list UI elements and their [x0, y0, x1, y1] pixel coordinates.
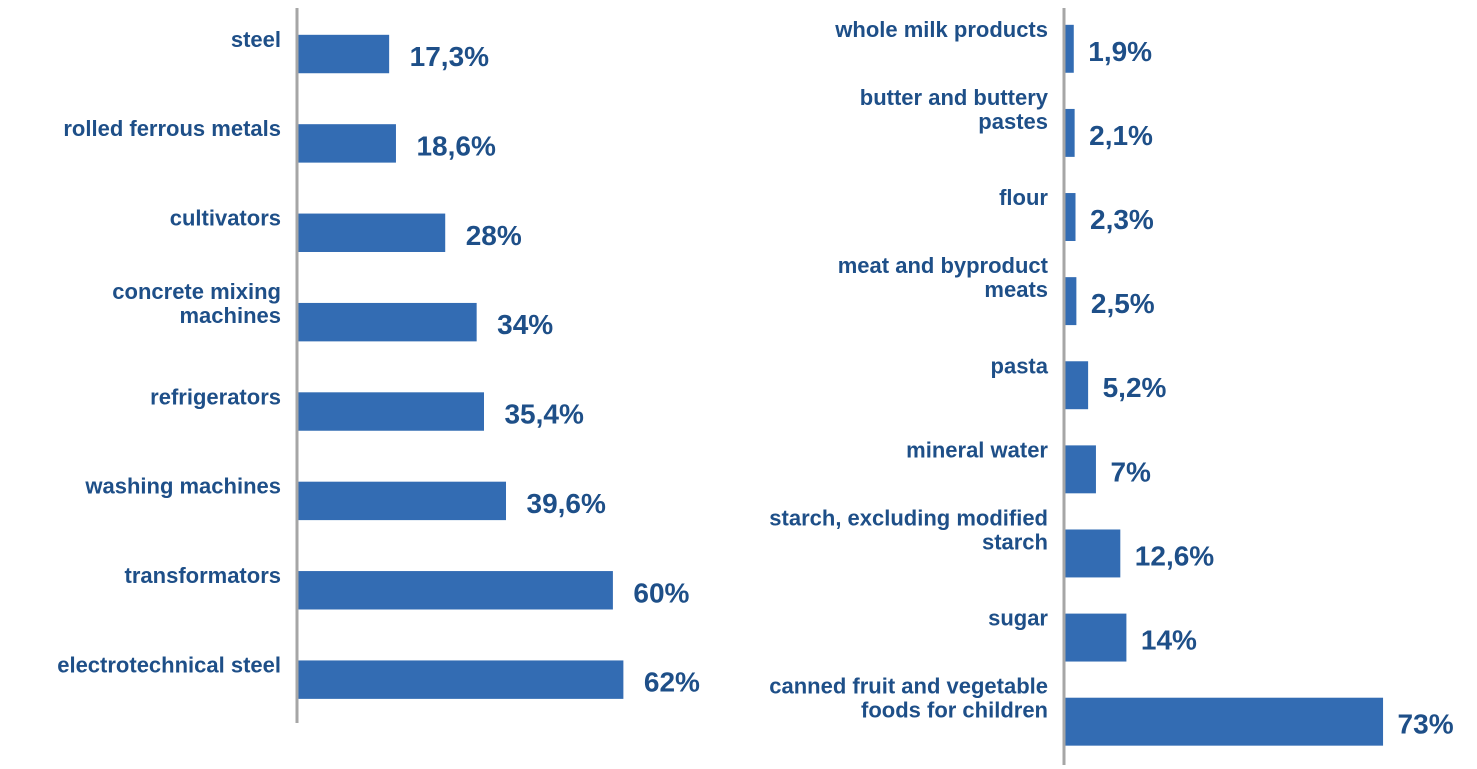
- category-label: concrete mixing machines: [112, 279, 281, 328]
- category-label: rolled ferrous metals: [63, 116, 281, 141]
- category-label-line: meats: [984, 277, 1048, 302]
- value-label: 35,4%: [504, 399, 583, 430]
- category-label: whole milk products: [834, 17, 1048, 42]
- category-label-line: mineral water: [906, 437, 1048, 462]
- category-label: steel: [231, 27, 281, 52]
- right-bar-chart: 1,9% whole milk products 2,1% butter and bu…: [769, 8, 1454, 765]
- value-label: 2,1%: [1089, 120, 1153, 151]
- category-label: starch, excluding modified starch: [769, 505, 1048, 554]
- category-label-line: steel: [231, 27, 281, 52]
- value-label: 2,5%: [1091, 288, 1155, 319]
- value-label: 7%: [1110, 456, 1151, 487]
- category-label: butter and buttery pastes: [860, 85, 1049, 134]
- bar: [1065, 361, 1089, 410]
- bar: [1065, 697, 1384, 746]
- category-label-line: rolled ferrous metals: [63, 116, 281, 141]
- category-label-line: electrotechnical steel: [57, 652, 281, 677]
- category-label: cultivators: [170, 206, 281, 231]
- category-label-line: pasta: [991, 353, 1049, 378]
- value-label: 2,3%: [1090, 204, 1154, 235]
- value-label: 39,6%: [527, 488, 606, 519]
- value-label: 1,9%: [1088, 36, 1152, 67]
- bar: [298, 302, 477, 342]
- bar: [1065, 193, 1076, 241]
- category-label: refrigerators: [150, 384, 281, 409]
- bar: [298, 213, 446, 252]
- bar: [298, 481, 507, 521]
- category-label-line: sugar: [988, 606, 1048, 631]
- category-label-line: pastes: [978, 109, 1048, 134]
- category-label-line: whole milk products: [834, 17, 1048, 42]
- category-label: meat and byproduct meats: [838, 253, 1049, 302]
- bar: [1065, 24, 1074, 73]
- category-label-line: meat and byproduct: [838, 253, 1049, 278]
- category-label-line: transformators: [125, 563, 281, 588]
- left-bar-chart: 17,3% steel 18,6% rolled ferrous metals 28% c…: [57, 8, 700, 723]
- category-label-line: starch, excluding modified: [769, 505, 1048, 530]
- value-label: 34%: [497, 309, 553, 340]
- category-label-line: canned fruit and vegetable: [769, 674, 1048, 699]
- bar: [1065, 445, 1096, 494]
- category-label-line: cultivators: [170, 206, 281, 231]
- category-label-line: concrete mixing: [112, 279, 281, 304]
- value-label: 28%: [466, 220, 522, 251]
- bar: [298, 571, 613, 610]
- category-label-line: starch: [982, 529, 1048, 554]
- value-label: 18,6%: [416, 130, 495, 161]
- bar: [298, 124, 396, 163]
- category-label: transformators: [125, 563, 281, 588]
- bar: [1065, 108, 1075, 157]
- bar: [1065, 277, 1077, 326]
- value-label: 62%: [644, 667, 700, 698]
- category-label: flour: [999, 185, 1048, 210]
- category-label: electrotechnical steel: [57, 652, 281, 677]
- category-label: sugar: [988, 606, 1048, 631]
- value-label: 5,2%: [1103, 372, 1167, 403]
- value-label: 60%: [633, 577, 689, 608]
- category-label-line: flour: [999, 185, 1048, 210]
- category-label-line: washing machines: [84, 474, 281, 499]
- value-label: 17,3%: [410, 41, 489, 72]
- category-label-line: refrigerators: [150, 384, 281, 409]
- category-label-line: butter and buttery: [860, 85, 1049, 110]
- bar: [1065, 613, 1127, 662]
- category-label: washing machines: [84, 474, 281, 499]
- category-label: pasta: [991, 353, 1049, 378]
- category-label: canned fruit and vegetable foods for chil…: [769, 674, 1048, 723]
- category-label: mineral water: [906, 437, 1048, 462]
- value-label: 12,6%: [1135, 540, 1214, 571]
- bar: [298, 34, 390, 74]
- value-label: 73%: [1398, 709, 1454, 740]
- bar: [298, 392, 484, 431]
- value-label: 14%: [1141, 625, 1197, 656]
- bar: [1065, 529, 1121, 578]
- category-label-line: machines: [180, 303, 282, 328]
- bar: [298, 660, 624, 699]
- category-label-line: foods for children: [861, 698, 1048, 723]
